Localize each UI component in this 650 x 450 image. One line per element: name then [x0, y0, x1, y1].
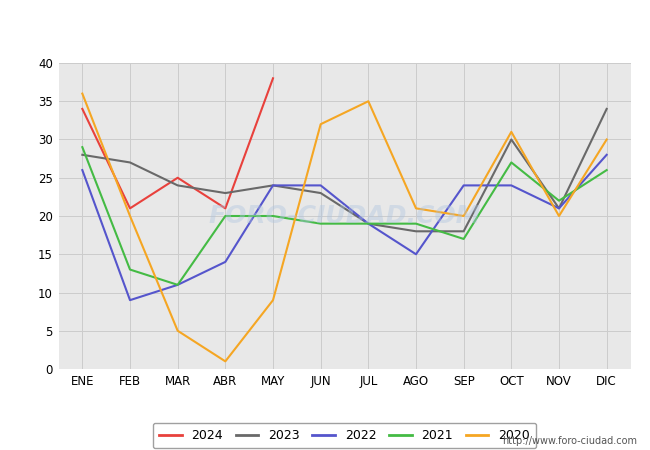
Text: Matriculaciones de Vehiculos en San Antonio de Benagéber: Matriculaciones de Vehiculos en San Anto…	[98, 19, 552, 35]
Text: http://www.foro-ciudad.com: http://www.foro-ciudad.com	[502, 436, 637, 446]
Legend: 2024, 2023, 2022, 2021, 2020: 2024, 2023, 2022, 2021, 2020	[153, 423, 536, 449]
Text: FORO-CIUDAD.COM: FORO-CIUDAD.COM	[208, 204, 481, 228]
